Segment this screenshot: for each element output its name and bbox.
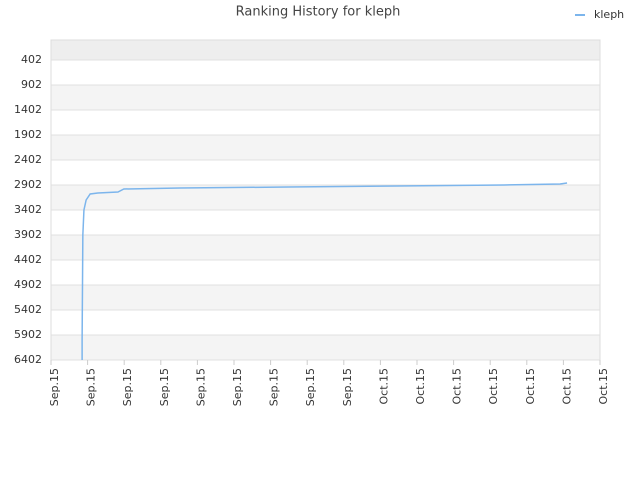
x-tick-label: Sep.15: [341, 368, 354, 406]
y-tick-label: 5402: [14, 303, 42, 316]
band: [51, 235, 600, 260]
x-tick-label: Sep.15: [48, 368, 61, 406]
y-tick-label: 902: [21, 78, 42, 91]
y-tick-label: 5902: [14, 328, 42, 341]
band: [51, 135, 600, 160]
line: [81, 182, 568, 360]
y-tick-label: 3902: [14, 228, 42, 241]
x-tick-label: Sep.15: [85, 368, 98, 406]
y-tick-label: 1902: [14, 128, 42, 141]
x-tick-label: Oct.15: [377, 368, 390, 405]
band: [51, 335, 600, 360]
band: [51, 285, 600, 310]
y-tick-label: 4902: [14, 278, 42, 291]
x-tick-label: Sep.15: [158, 368, 171, 406]
x-tick-label: Sep.15: [231, 368, 244, 406]
chart-title: Ranking History for kleph: [236, 5, 401, 20]
x-tick-label: Sep.15: [194, 368, 207, 406]
legend-label: kleph: [594, 8, 624, 21]
x-tick-label: Oct.15: [487, 368, 500, 405]
x-tick-label: Sep.15: [121, 368, 134, 406]
y-tick-label: 4402: [14, 253, 42, 266]
x-tick-label: Sep.15: [268, 368, 281, 406]
x-tick-label: Oct.15: [524, 368, 537, 405]
y-tick-label: 402: [21, 53, 42, 66]
y-tick-label: 2902: [14, 178, 42, 191]
band: [51, 85, 600, 110]
y-tick-label: 2402: [14, 153, 42, 166]
x-tick-label: Oct.15: [414, 368, 427, 405]
y-tick-label: 1402: [14, 103, 42, 116]
x-tick-label: Oct.15: [597, 368, 610, 405]
y-tick-label: 3402: [14, 203, 42, 216]
x-tick-label: Oct.15: [451, 368, 464, 405]
x-tick-label: Oct.15: [560, 368, 573, 405]
band: [51, 40, 600, 60]
x-tick-label: Sep.15: [304, 368, 317, 406]
y-tick-label: 6402: [14, 353, 42, 366]
